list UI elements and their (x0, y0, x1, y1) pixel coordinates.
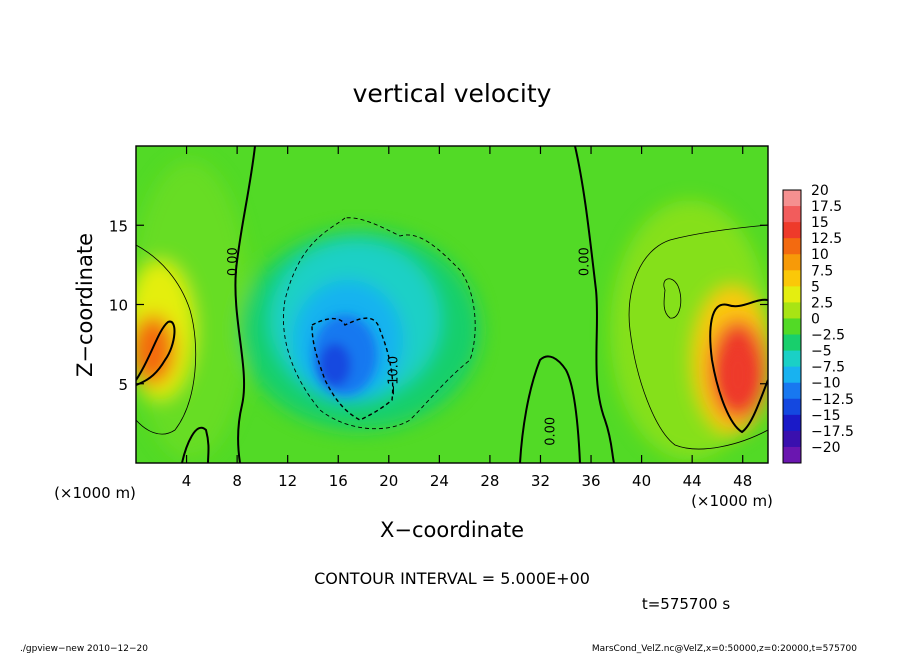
x-tick-label: 44 (683, 472, 702, 490)
contour-updraft-right (709, 298, 768, 434)
colorbar-label: −5 (811, 344, 832, 360)
x-tick-label: 40 (632, 472, 651, 490)
colorbar-swatch (783, 222, 801, 239)
colorbar-swatch (783, 398, 801, 416)
x-tick-label: 12 (278, 472, 297, 490)
x-tick-label: 8 (232, 472, 242, 490)
chart-title: vertical velocity (353, 79, 552, 108)
field-updraft-right-core (724, 351, 752, 399)
colorbar-label: 0 (811, 311, 820, 327)
colorbar-swatch (783, 318, 801, 336)
x-tick-label: 32 (531, 472, 550, 490)
colorbar-swatch (783, 238, 801, 255)
x-tick-label: 36 (581, 472, 600, 490)
x-tick-label: 28 (480, 472, 499, 490)
colorbar-frame (782, 189, 802, 464)
colorbar-swatch (783, 302, 801, 319)
colorbar-swatch (783, 254, 801, 271)
colorbar-swatch (783, 190, 801, 207)
colorbar-label: 10 (811, 247, 829, 263)
x-unit-right: (×1000 m) (691, 492, 773, 510)
contour-zero-right (574, 146, 615, 463)
colorbar-swatch (783, 430, 801, 448)
colorbar: 2017.51512.5107.552.50−2.5−5−7.5−10−12.5… (782, 183, 854, 464)
footer-left: ./gpview−new 2010−12−20 (20, 644, 148, 654)
colorbar-label: −7.5 (811, 360, 845, 376)
contour-neg10 (311, 317, 394, 421)
colorbar-swatch (783, 350, 801, 368)
x-axis-label: X−coordinate (380, 518, 524, 542)
contour-label: 0.00 (578, 247, 593, 276)
colorbar-label: −12.5 (811, 392, 854, 408)
colorbar-swatch (783, 446, 801, 464)
colorbar-swatch (783, 414, 801, 432)
colorbar-label: 17.5 (811, 199, 842, 215)
contour-updraft-left (136, 320, 176, 386)
y-axis-label: Z−coordinate (73, 233, 97, 377)
colorbar-label: 5 (811, 279, 820, 295)
contour-labels: 0.00 0.00 0.00 −10.0 (226, 247, 592, 446)
colorbar-label: 2.5 (811, 295, 833, 311)
contour-2p5-right (628, 224, 768, 450)
contour-lines (136, 146, 768, 463)
colorbar-swatch (783, 286, 801, 303)
y-tick-label: 10 (109, 297, 128, 315)
colorbar-label: 7.5 (811, 263, 833, 279)
colorbar-swatch (783, 366, 801, 384)
colorbar-label: 12.5 (811, 231, 842, 247)
colorbar-label: −17.5 (811, 424, 854, 440)
y-tick-label: 5 (118, 376, 128, 394)
colorbar-label: 15 (811, 215, 829, 231)
field-updraft-left (136, 315, 175, 385)
x-tick-label: 24 (430, 472, 449, 490)
contour-zero-lower-left (181, 426, 210, 463)
contour-label: −10.0 (387, 356, 402, 396)
footer-right: MarsCond_VelZ.nc@VelZ,x=0:50000,z=0:2000… (592, 644, 857, 654)
x-tick-label: 16 (329, 472, 348, 490)
contour-2p5-left (136, 244, 197, 435)
field-downdraft-core2 (319, 343, 351, 387)
y-tick-label: 15 (109, 217, 128, 235)
colorbar-label: −10 (811, 376, 841, 392)
contour-zero-left (234, 146, 256, 463)
velocity-field (136, 146, 768, 463)
contour-interval-text: CONTOUR INTERVAL = 5.000E+00 (314, 569, 590, 588)
contour-neg5-outer (282, 217, 476, 430)
contour-zero-bottom (519, 355, 581, 463)
colorbar-swatch (783, 270, 801, 287)
colorbar-swatch (783, 334, 801, 352)
colorbar-swatch (783, 382, 801, 400)
time-label: t=575700 s (642, 595, 730, 613)
colorbar-label: −20 (811, 440, 841, 456)
colorbar-label: −15 (811, 408, 841, 424)
contour-2p5-right-island (663, 278, 682, 319)
x-axis-ticks: 4 8 12 16 20 24 28 32 36 40 44 48 (182, 146, 752, 490)
x-tick-label: 20 (379, 472, 398, 490)
x-tick-label: 48 (733, 472, 752, 490)
colorbar-swatch (783, 206, 801, 223)
contour-label: 0.00 (226, 247, 241, 276)
x-unit-left: (×1000 m) (54, 484, 136, 502)
colorbar-label: 20 (811, 183, 829, 199)
contour-label: 0.00 (543, 417, 558, 446)
colorbar-label: −2.5 (811, 328, 845, 344)
x-tick-label: 4 (182, 472, 192, 490)
y-axis-ticks: 5 10 15 (109, 217, 768, 394)
